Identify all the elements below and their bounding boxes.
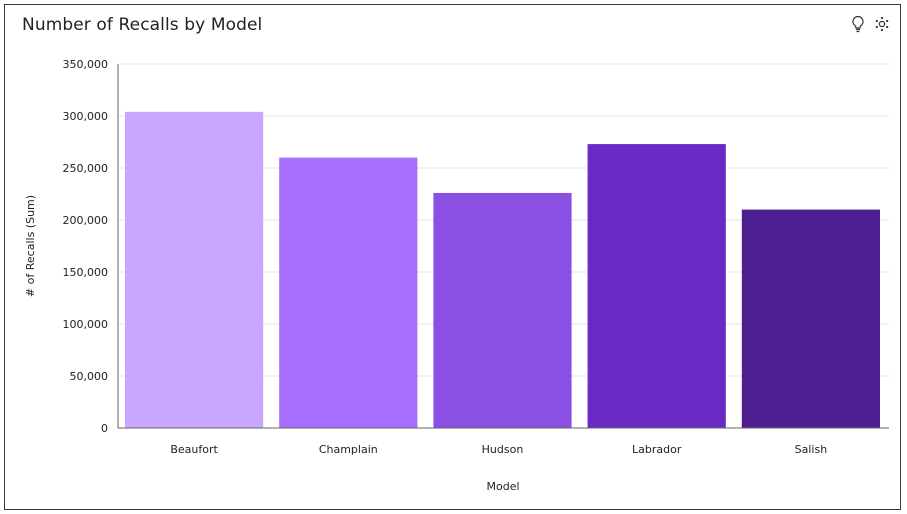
bar-beaufort[interactable] (125, 111, 264, 428)
x-tick-label: Beaufort (170, 443, 218, 456)
x-tick-label: Hudson (482, 443, 524, 456)
chart-toolbar (850, 15, 890, 33)
bar-hudson[interactable] (433, 192, 572, 428)
bar-salish[interactable] (741, 209, 880, 428)
chart-title: Number of Recalls by Model (22, 15, 263, 35)
y-tick-label: 50,000 (70, 370, 109, 383)
bar-labrador[interactable] (587, 144, 726, 428)
y-tick-label: 150,000 (63, 266, 109, 279)
settings-icon[interactable] (874, 15, 890, 33)
y-tick-label: 350,000 (63, 58, 109, 71)
y-tick-label: 300,000 (63, 110, 109, 123)
x-tick-label: Champlain (319, 443, 378, 456)
y-tick-label: 100,000 (63, 318, 109, 331)
lightbulb-icon[interactable] (850, 15, 866, 33)
y-tick-label: 250,000 (63, 162, 109, 175)
x-tick-label: Labrador (632, 443, 682, 456)
y-tick-label: 200,000 (63, 214, 109, 227)
x-tick-label: Salish (795, 443, 828, 456)
x-axis-title: Model (486, 480, 519, 493)
bar-champlain[interactable] (279, 157, 418, 428)
y-tick-label: 0 (101, 422, 108, 435)
y-axis-title: # of Recalls (Sum) (24, 195, 37, 297)
